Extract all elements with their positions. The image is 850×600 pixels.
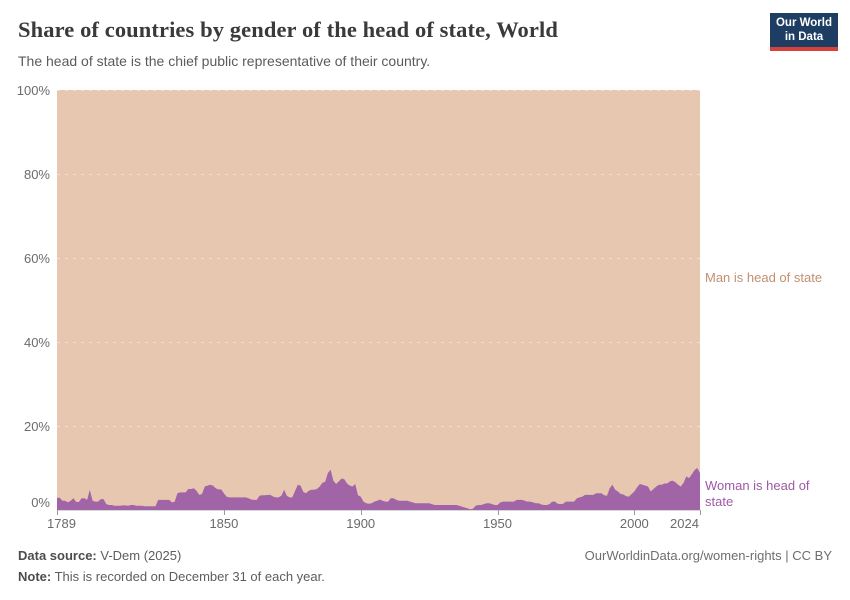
x-tick-2000 [634, 510, 636, 515]
y-axis-label-60: 60% [23, 250, 50, 266]
x-axis-label-2024: 2024 [670, 516, 699, 531]
x-tick-1850 [223, 510, 225, 515]
x-axis-label-2000: 2000 [619, 516, 649, 531]
series-label-man: Man is head of state [705, 270, 823, 285]
owid-logo-line2: in Data [784, 30, 824, 43]
stacked-area-chart[interactable] [57, 90, 700, 510]
y-axis-label-0: 0% [31, 495, 50, 510]
man-area [57, 90, 700, 510]
owid-logo[interactable]: Our World in Data [770, 13, 838, 51]
note-label: Note: [18, 569, 52, 584]
y-axis-label-80: 80% [23, 166, 50, 182]
owid-logo-line1: Our World [775, 17, 832, 29]
y-axis-label-100: 100% [16, 82, 50, 98]
footer-link: OurWorldinData.org/women-rights | CC BY [584, 548, 832, 563]
x-tick-1789 [57, 510, 58, 515]
plot-area[interactable] [57, 90, 700, 510]
x-axis-label-1850: 1850 [209, 516, 239, 531]
x-axis-label-1900: 1900 [346, 516, 376, 531]
chart-subtitle: The head of state is the chief public re… [18, 53, 431, 69]
x-axis-label-1950: 1950 [483, 516, 512, 531]
x-axis-label-1789: 1789 [47, 516, 76, 531]
footer-source-row: OurWorldinData.org/women-rights | CC BY … [18, 548, 832, 563]
x-tick-2024 [700, 510, 701, 515]
woman-area [57, 468, 700, 510]
x-tick-1900 [360, 510, 362, 515]
gridlines [57, 90, 700, 427]
data-source-value: V-Dem (2025) [96, 548, 182, 563]
y-axis-label-40: 40% [23, 334, 50, 350]
footer-note-row: Note: This is recorded on December 31 of… [18, 569, 778, 584]
data-source-label: Data source: [18, 548, 97, 563]
chart-title: Share of countries by gender of the head… [18, 17, 558, 42]
y-axis-label-20: 20% [23, 418, 50, 434]
x-tick-1950 [497, 510, 499, 515]
note-value: This is recorded on December 31 of each … [51, 569, 325, 584]
x-axis-baseline [57, 510, 700, 511]
series-label-woman: Woman is head of state [705, 478, 810, 509]
